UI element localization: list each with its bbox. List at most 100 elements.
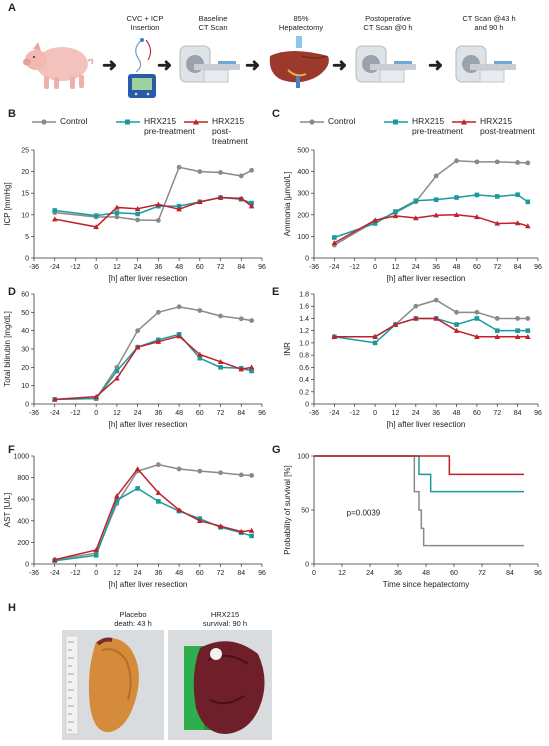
arrow-icon: ➜	[157, 55, 173, 75]
x-tick-label: -12	[70, 264, 80, 271]
data-point	[249, 368, 254, 374]
data-point	[332, 235, 337, 240]
data-point	[454, 158, 459, 164]
data-point	[114, 204, 120, 210]
series-post-treatment	[314, 455, 524, 476]
x-tick-label: -12	[350, 410, 360, 417]
data-point	[114, 375, 120, 381]
legend-label-post: post-treatment	[212, 126, 248, 146]
data-point	[249, 473, 255, 478]
data-point	[515, 328, 520, 333]
y-tick-label: 50	[301, 508, 309, 515]
y-tick-label: 1.4	[299, 316, 309, 323]
y-tick-label: 10	[21, 383, 29, 390]
data-point	[372, 333, 378, 339]
data-point	[197, 169, 203, 174]
x-tick-label: 60	[473, 264, 481, 271]
y-tick-label: 0	[25, 402, 29, 409]
y-tick-label: 0	[305, 562, 309, 569]
legend-label-control: Control	[328, 116, 356, 126]
data-point	[135, 217, 141, 223]
x-tick-label: -36	[309, 410, 319, 417]
data-point	[114, 497, 120, 503]
x-tick-label: 0	[373, 264, 377, 271]
data-point	[454, 195, 459, 200]
p-value-annotation: p=0.0039	[347, 508, 381, 517]
data-point	[494, 333, 501, 339]
y-tick-label: 0.6	[299, 365, 309, 372]
y-tick-label: 20	[21, 169, 29, 176]
x-tick-label: 72	[493, 410, 501, 417]
data-point	[155, 489, 162, 495]
data-point	[197, 518, 203, 523]
data-point	[217, 194, 224, 200]
x-axis-label: [h] after liver resection	[109, 420, 188, 429]
y-axis-label: Probability of survival [%]	[283, 465, 292, 554]
data-point	[51, 556, 58, 562]
x-tick-label: 36	[394, 570, 402, 577]
data-point	[413, 303, 419, 309]
data-point	[372, 221, 378, 226]
x-tick-label: 12	[113, 264, 121, 271]
x-tick-label: 72	[217, 570, 225, 577]
series-line	[54, 196, 253, 228]
x-tick-label: 72	[493, 264, 501, 271]
x-axis-label: [h] after liver resection	[109, 274, 188, 283]
data-point	[248, 364, 255, 370]
data-point	[176, 206, 182, 212]
x-tick-label: 48	[422, 570, 430, 577]
data-point	[525, 199, 531, 205]
photo-caption-placebo: Placebo death: 43 h	[114, 610, 152, 628]
chart-ast: -36 -24 -12 0 12 24 36 48 60 72 84 96 0 200 400 600 800 1…	[3, 454, 266, 590]
x-tick-label: 60	[473, 410, 481, 417]
data-point	[218, 470, 223, 476]
x-tick-label: -24	[50, 264, 60, 271]
data-point	[474, 192, 480, 198]
y-tick-label: 15	[21, 191, 29, 198]
series-control	[331, 158, 531, 248]
legend-label-hrx-pre: HRX215	[144, 116, 177, 126]
x-tick-label: 0	[94, 410, 98, 417]
x-tick-label: 24	[134, 570, 142, 577]
data-point	[197, 308, 203, 313]
data-point	[176, 164, 182, 170]
data-point	[238, 195, 245, 201]
ct-scanner-illustration	[355, 45, 416, 83]
y-tick-label: 0	[305, 402, 309, 409]
series-line	[54, 487, 252, 562]
panel-label-g: G	[272, 444, 281, 456]
hrx215-liver-photo	[168, 630, 272, 740]
y-tick-label: 100	[297, 234, 309, 241]
data-point	[474, 214, 480, 220]
data-point	[93, 547, 99, 553]
data-point	[454, 309, 459, 315]
data-point	[433, 315, 439, 321]
x-tick-label: 48	[453, 410, 461, 417]
x-tick-label: 0	[373, 410, 377, 417]
step-postop-ct: Postoperative CT Scan @0 h	[363, 14, 413, 32]
legend-label-pre: pre-treatment	[412, 126, 464, 136]
x-axis-label: Time since hepatectomy	[383, 580, 469, 589]
data-point	[52, 208, 58, 213]
data-point	[474, 316, 480, 321]
data-point	[238, 366, 245, 372]
legend-c: Control HRX215 pre-treatment HRX215 post…	[300, 116, 540, 142]
data-point	[525, 316, 531, 321]
data-point	[93, 553, 99, 558]
data-point	[494, 220, 501, 226]
data-point	[238, 472, 244, 478]
data-point	[515, 160, 521, 165]
data-point	[176, 466, 182, 472]
data-point	[525, 160, 531, 166]
data-point	[494, 316, 500, 321]
panel-label-f: F	[8, 444, 15, 456]
panel-label-a: A	[8, 2, 16, 14]
x-tick-label: 60	[450, 570, 458, 577]
y-tick-label: 800	[17, 475, 29, 482]
series-post-treatment	[331, 315, 531, 339]
series-line	[333, 160, 528, 246]
x-tick-label: 96	[534, 410, 542, 417]
x-tick-label: -36	[29, 410, 39, 417]
series-control	[52, 304, 255, 402]
x-tick-label: -24	[50, 410, 60, 417]
